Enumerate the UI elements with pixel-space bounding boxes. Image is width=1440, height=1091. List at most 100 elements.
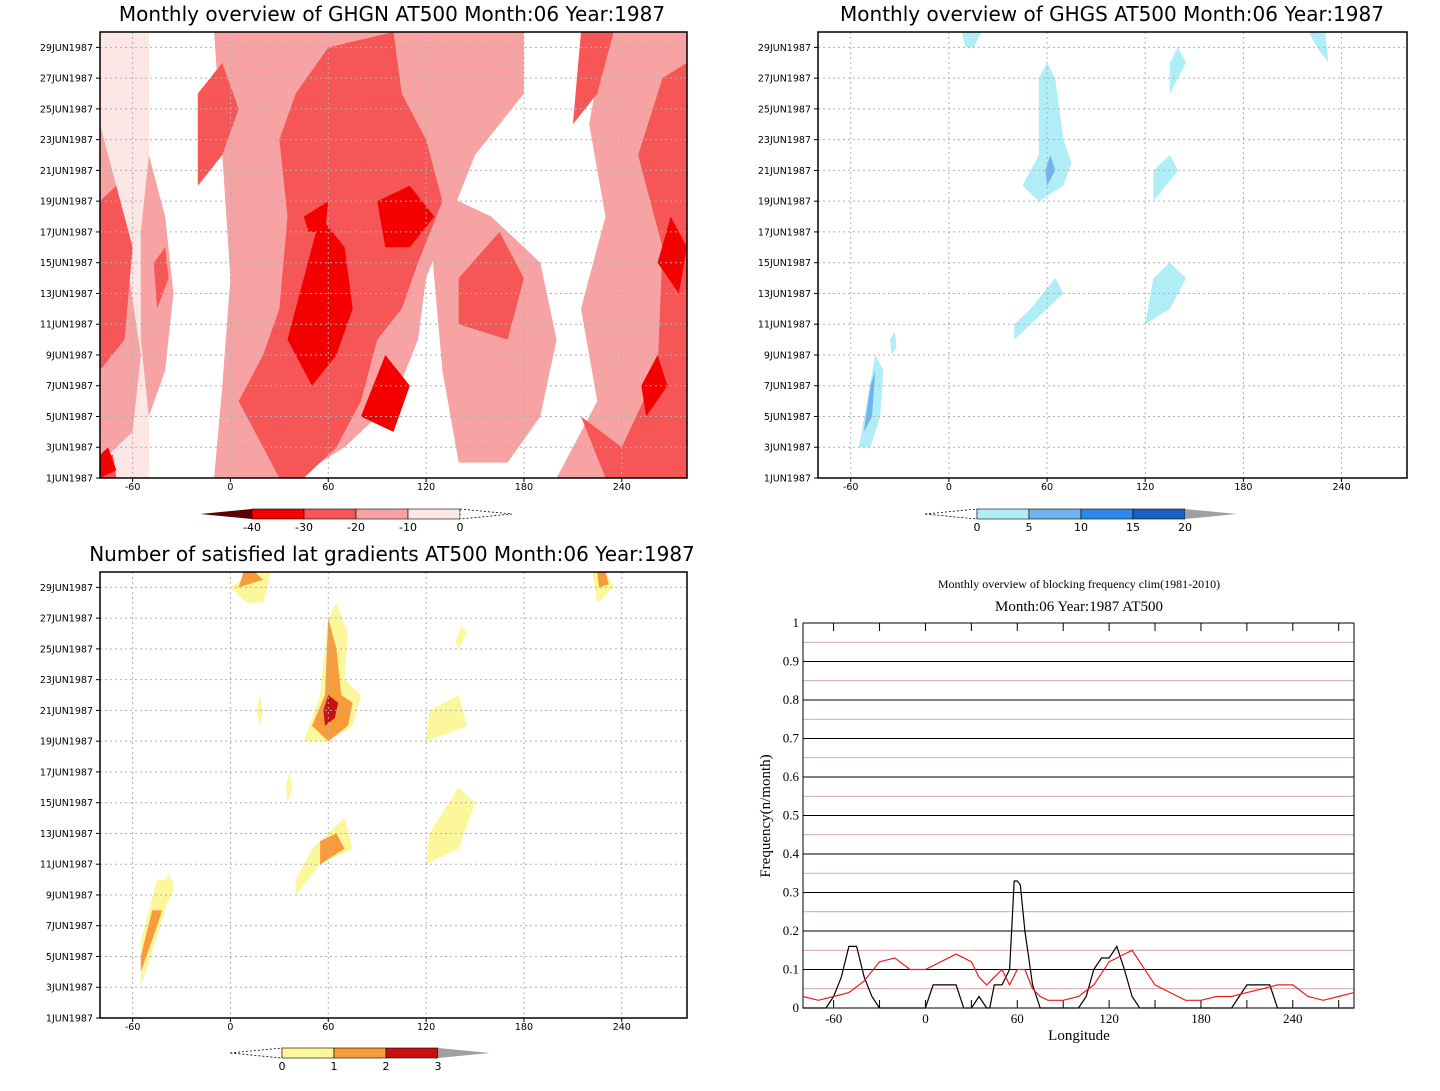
contour-region [238,572,264,588]
colorbar-arrow-left [200,509,252,519]
y-tick-label: 5JUN1987 [46,952,93,963]
x-tick-label: 0 [946,482,952,493]
y-tick-label: 3JUN1987 [46,983,93,994]
x-tick-label: 60 [1011,1011,1024,1026]
series-line-red [802,949,1355,1001]
colorbar-segment [1028,508,1082,520]
panel-ghgn: Monthly overview of GHGN AT500 Month:06 … [40,2,688,534]
y-tick-label: 13JUN1987 [40,289,93,300]
contour-region [303,201,329,232]
y-tick-label: 23JUN1987 [40,135,93,146]
y-tick-label: 9JUN1987 [46,350,93,361]
x-tick-label: 240 [1283,1011,1303,1026]
y-tick-label: 0.1 [783,962,799,977]
chart-title: Monthly overview of blocking frequency c… [938,577,1220,591]
y-tick-label: 5JUN1987 [764,412,811,423]
y-tick-label: 13JUN1987 [40,829,93,840]
y-tick-label: 27JUN1987 [758,74,811,85]
y-tick-label: 7JUN1987 [46,921,93,932]
y-tick-label: 5JUN1987 [46,412,93,423]
x-tick-label: 120 [1136,482,1154,493]
contour-region [442,32,516,125]
y-tick-label: 0.5 [783,808,799,823]
y-tick-label: 29JUN1987 [40,43,93,54]
plot-background [818,32,1407,478]
y-tick-label: 15JUN1987 [40,258,93,269]
y-tick-label: 25JUN1987 [40,104,93,115]
colorbar-label: 2 [383,1060,390,1073]
y-axis-label: Frequency(n/month) [758,754,774,877]
contour-region [1014,278,1064,340]
x-tick-label: 60 [322,1022,334,1033]
x-tick-label: 240 [613,1022,631,1033]
panel-blocking-frequency: Monthly overview of blocking frequency c… [758,577,1355,1044]
contour-region [285,771,293,803]
chart-subtitle: Month:06 Year:1987 AT500 [995,599,1163,615]
x-tick-label: -60 [125,1022,141,1033]
y-tick-label: 0.9 [783,654,799,669]
colorbar-segment [281,1047,335,1059]
colorbar-segment [385,1047,439,1059]
y-tick-label: 17JUN1987 [40,227,93,238]
y-tick-label: 25JUN1987 [758,104,811,115]
chart-title: Monthly overview of GHGN AT500 Month:06 … [119,2,665,26]
x-tick-label: -60 [843,482,859,493]
contour-region [1145,262,1187,325]
contour-region [197,62,239,186]
y-tick-label: 17JUN1987 [758,227,811,238]
colorbar-label: 3 [435,1060,442,1073]
x-tick-label: 60 [1041,482,1053,493]
x-tick-label: 180 [515,482,533,493]
y-tick-label: 17JUN1987 [40,767,93,778]
y-tick-label: 7JUN1987 [764,381,811,392]
contour-region [572,32,614,125]
y-tick-label: 13JUN1987 [758,289,811,300]
contour-region [458,231,524,340]
panel-gradients: Number of satisfied lat gradients AT500 … [40,542,695,1073]
x-tick-label: 180 [515,1022,533,1033]
y-tick-label: 0 [793,1000,800,1015]
contour-region [657,216,687,294]
contour-region [360,355,410,432]
colorbar-segment [251,508,305,520]
colorbar-label: -20 [347,521,365,534]
colorbar-label: 20 [1178,521,1192,534]
y-tick-label: 29JUN1987 [40,583,93,594]
colorbar-arrow-left [229,1047,283,1059]
contour-region [312,618,353,742]
contour-region [597,572,609,588]
y-tick-label: 9JUN1987 [764,350,811,361]
y-tick-label: 0.6 [783,769,800,784]
contour-region [455,625,467,649]
colorbar-segment [976,508,1030,520]
y-tick-label: 3JUN1987 [46,443,93,454]
contour-region [592,572,614,603]
plot-frame [99,31,688,479]
y-tick-label: 25JUN1987 [40,644,93,655]
x-tick-label: 0 [227,482,233,493]
colorbar-label: 1 [331,1060,338,1073]
y-tick-label: 0.2 [783,923,799,938]
x-tick-label: 0 [227,1022,233,1033]
colorbar-segment [303,508,357,520]
x-tick-label: 240 [613,482,631,493]
contour-region [320,833,345,865]
y-tick-label: 19JUN1987 [40,197,93,208]
y-tick-label: 7JUN1987 [46,381,93,392]
colorbar-label: -10 [399,521,417,534]
chart-title: Monthly overview of GHGS AT500 Month:06 … [840,2,1384,26]
colorbar-label: 15 [1126,521,1140,534]
contour-region [100,447,117,478]
contour-region [256,695,264,726]
colorbar-label: -30 [295,521,313,534]
contour-region [1169,47,1187,94]
plot-frame [817,31,1408,479]
x-tick-label: 120 [1099,1011,1119,1026]
contour-region [426,787,475,865]
y-tick-label: 9JUN1987 [46,890,93,901]
y-tick-label: 0.4 [783,846,800,861]
plot-background [100,572,687,1018]
colorbar-segment [1132,508,1186,520]
y-tick-label: 1JUN1987 [46,474,93,485]
